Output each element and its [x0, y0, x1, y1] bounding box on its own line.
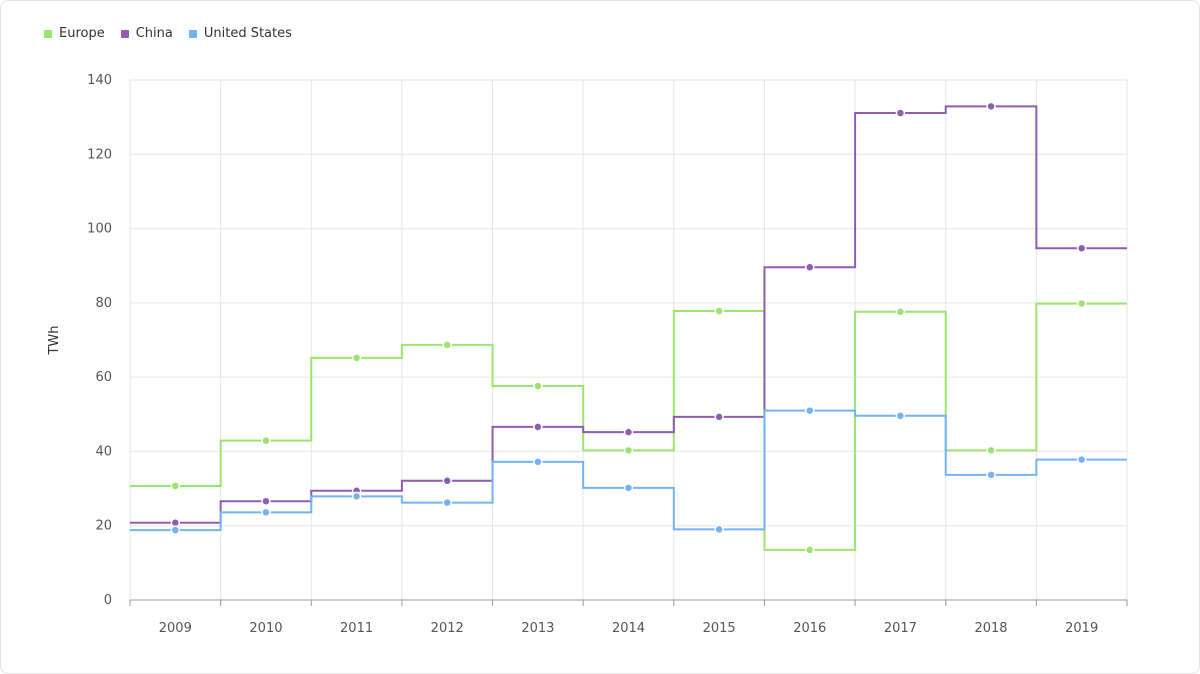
data-point-united-states	[170, 525, 181, 535]
y-axis-title: TWh	[47, 325, 62, 355]
legend-item-china[interactable]: China	[120, 26, 173, 41]
data-point-europe	[1076, 298, 1087, 309]
x-tick-label: 2015	[703, 621, 736, 636]
x-tick-label: 2014	[612, 621, 645, 636]
data-point-europe	[623, 445, 634, 456]
data-point-europe	[533, 381, 543, 391]
axes: 0 20 40 60 80 100 120 140 2009 2010 2011 2012 2013 20…	[87, 73, 1128, 636]
data-point-europe	[261, 435, 271, 446]
data-point-china	[623, 427, 634, 437]
x-tick-label: 2018	[974, 621, 1007, 636]
data-point-united-states	[533, 457, 543, 467]
legend-swatch-united-states	[188, 29, 197, 38]
legend-label-united-states: United States	[203, 26, 292, 41]
y-tick-label: 0	[104, 593, 112, 608]
data-point-china	[442, 476, 452, 486]
data-point-china	[261, 496, 271, 506]
series-layer	[130, 101, 1127, 555]
data-point-europe	[805, 545, 815, 555]
data-point-united-states	[986, 470, 996, 480]
y-tick-label: 140	[87, 73, 112, 88]
x-tick-label: 2010	[249, 621, 282, 636]
data-point-united-states	[895, 411, 906, 421]
x-tick-label: 2019	[1065, 621, 1098, 636]
grid	[129, 79, 1128, 600]
data-point-china	[895, 108, 906, 118]
data-point-china	[1076, 243, 1087, 254]
y-tick-label: 60	[95, 370, 112, 385]
legend-item-europe[interactable]: Europe	[44, 26, 105, 41]
data-point-europe	[986, 445, 996, 456]
data-point-china	[533, 422, 543, 432]
legend-label-europe: Europe	[59, 26, 105, 41]
series-line-china	[130, 105, 1127, 524]
data-point-united-states	[1076, 454, 1087, 465]
x-tick-label: 2009	[159, 621, 192, 636]
data-point-united-states	[805, 405, 815, 416]
data-point-europe	[895, 307, 906, 317]
x-tick-label: 2013	[521, 621, 554, 636]
y-tick-label: 80	[95, 296, 112, 311]
y-tick-label: 100	[87, 222, 112, 237]
legend-label-china: China	[135, 26, 173, 41]
y-tick-label: 40	[95, 444, 112, 459]
y-tick-label: 120	[87, 147, 112, 162]
data-point-china	[714, 412, 724, 422]
y-tick-label: 20	[95, 519, 112, 534]
data-point-china	[986, 101, 996, 112]
legend-swatch-europe	[44, 29, 52, 38]
legend-swatch-china	[120, 29, 129, 38]
data-point-united-states	[623, 483, 634, 493]
data-point-europe	[351, 353, 362, 363]
data-point-china	[805, 262, 815, 272]
legend-item-united-states[interactable]: United States	[188, 26, 292, 41]
data-point-europe	[714, 306, 724, 316]
data-point-united-states	[714, 524, 724, 535]
data-point-united-states	[442, 497, 452, 508]
legend: Europe China United States	[44, 26, 308, 41]
data-point-europe	[170, 481, 181, 491]
data-point-europe	[442, 340, 452, 350]
data-point-united-states	[351, 491, 362, 502]
x-tick-label: 2011	[340, 621, 373, 636]
x-tick-label: 2017	[884, 621, 917, 636]
x-tick-label: 2016	[793, 621, 826, 636]
data-point-united-states	[261, 507, 271, 518]
x-tick-label: 2012	[431, 621, 464, 636]
